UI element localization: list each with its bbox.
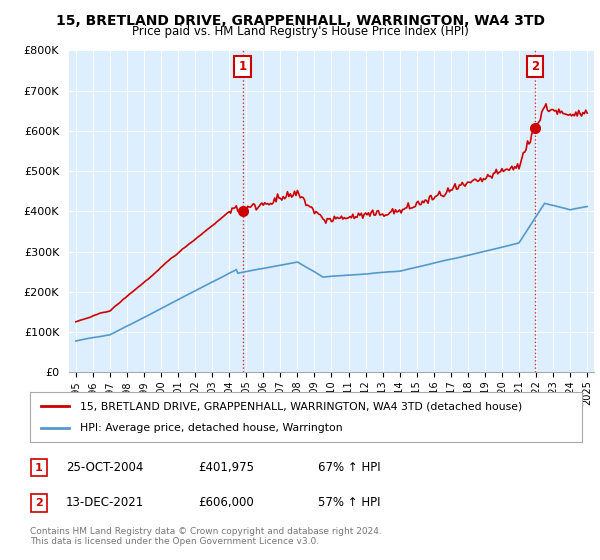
Text: 1: 1 xyxy=(239,60,247,73)
Text: 2: 2 xyxy=(531,60,539,73)
Text: 67% ↑ HPI: 67% ↑ HPI xyxy=(318,461,380,474)
Text: 25-OCT-2004: 25-OCT-2004 xyxy=(66,461,143,474)
Text: 2: 2 xyxy=(35,498,43,508)
Text: 1: 1 xyxy=(35,463,43,473)
Text: Price paid vs. HM Land Registry's House Price Index (HPI): Price paid vs. HM Land Registry's House … xyxy=(131,25,469,38)
Text: 15, BRETLAND DRIVE, GRAPPENHALL, WARRINGTON, WA4 3TD (detached house): 15, BRETLAND DRIVE, GRAPPENHALL, WARRING… xyxy=(80,401,522,411)
Text: £606,000: £606,000 xyxy=(198,496,254,510)
Text: HPI: Average price, detached house, Warrington: HPI: Average price, detached house, Warr… xyxy=(80,423,343,433)
Text: Contains HM Land Registry data © Crown copyright and database right 2024.
This d: Contains HM Land Registry data © Crown c… xyxy=(30,526,382,546)
Text: 57% ↑ HPI: 57% ↑ HPI xyxy=(318,496,380,510)
Text: 13-DEC-2021: 13-DEC-2021 xyxy=(66,496,144,510)
Text: 15, BRETLAND DRIVE, GRAPPENHALL, WARRINGTON, WA4 3TD: 15, BRETLAND DRIVE, GRAPPENHALL, WARRING… xyxy=(56,14,545,28)
Text: £401,975: £401,975 xyxy=(198,461,254,474)
